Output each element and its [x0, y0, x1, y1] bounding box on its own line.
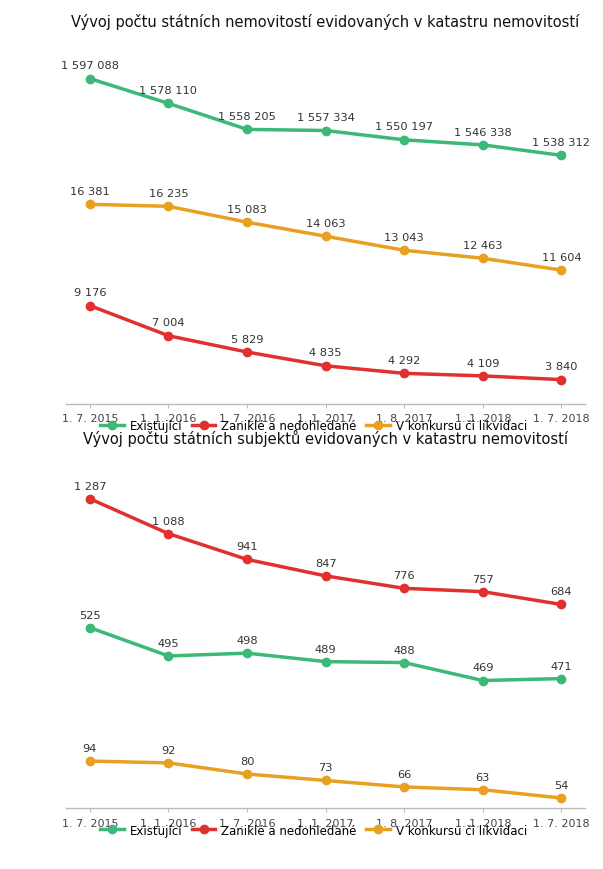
Text: 488: 488 — [393, 645, 415, 654]
Text: 1 088: 1 088 — [152, 516, 185, 526]
Text: 1 578 110: 1 578 110 — [139, 86, 197, 96]
Text: 63: 63 — [476, 772, 490, 782]
Text: 94: 94 — [83, 743, 97, 753]
Text: 1 597 088: 1 597 088 — [61, 61, 119, 71]
Legend: Existující, Zaniklé a nedohledané, V konkursu či likvidaci: Existující, Zaniklé a nedohledané, V kon… — [95, 415, 532, 437]
Text: 54: 54 — [554, 780, 569, 790]
Text: 3 840: 3 840 — [545, 362, 578, 372]
Text: 525: 525 — [79, 610, 101, 620]
Text: 92: 92 — [161, 745, 175, 755]
Text: 941: 941 — [236, 541, 258, 552]
Text: 489: 489 — [315, 644, 336, 653]
Text: 847: 847 — [315, 558, 336, 568]
Text: 1 546 338: 1 546 338 — [454, 128, 511, 137]
Text: 7 004: 7 004 — [152, 318, 185, 328]
Text: 776: 776 — [393, 571, 415, 580]
Text: 498: 498 — [236, 635, 258, 646]
Text: 1 557 334: 1 557 334 — [297, 113, 355, 123]
Text: 14 063: 14 063 — [306, 219, 346, 229]
Text: 684: 684 — [551, 587, 572, 597]
Title: Vývoj počtu státních nemovitostí evidovaných v katastru nemovitostí: Vývoj počtu státních nemovitostí evidova… — [72, 14, 579, 30]
Text: 66: 66 — [397, 769, 411, 779]
Text: 471: 471 — [551, 660, 572, 671]
Text: 1 287: 1 287 — [74, 481, 106, 491]
Text: 1 550 197: 1 550 197 — [375, 123, 433, 132]
Text: 1 538 312: 1 538 312 — [532, 138, 590, 148]
Text: 757: 757 — [472, 574, 494, 584]
Text: 4 835: 4 835 — [309, 348, 342, 358]
Text: 13 043: 13 043 — [384, 233, 424, 242]
Text: 16 235: 16 235 — [149, 189, 188, 199]
Text: 4 109: 4 109 — [467, 358, 499, 368]
Text: 80: 80 — [240, 756, 254, 766]
Text: 15 083: 15 083 — [227, 204, 267, 215]
Text: 11 604: 11 604 — [541, 253, 581, 262]
Text: 469: 469 — [472, 663, 493, 673]
Text: 9 176: 9 176 — [74, 288, 106, 298]
Text: 73: 73 — [318, 762, 333, 773]
Text: 1 558 205: 1 558 205 — [218, 112, 276, 122]
Text: 5 829: 5 829 — [231, 335, 264, 344]
Title: Vývoj počtu státních subjektů evidovaných v katastru nemovitostí: Vývoj počtu státních subjektů evidovanýc… — [83, 430, 568, 447]
Legend: Existující, Zaniklé a nedohledané, V konkursu či likvidaci: Existující, Zaniklé a nedohledané, V kon… — [95, 819, 532, 841]
Text: 12 463: 12 463 — [463, 241, 502, 250]
Text: 4 292: 4 292 — [388, 355, 420, 366]
Text: 495: 495 — [157, 638, 179, 648]
Text: 16 381: 16 381 — [70, 187, 110, 196]
